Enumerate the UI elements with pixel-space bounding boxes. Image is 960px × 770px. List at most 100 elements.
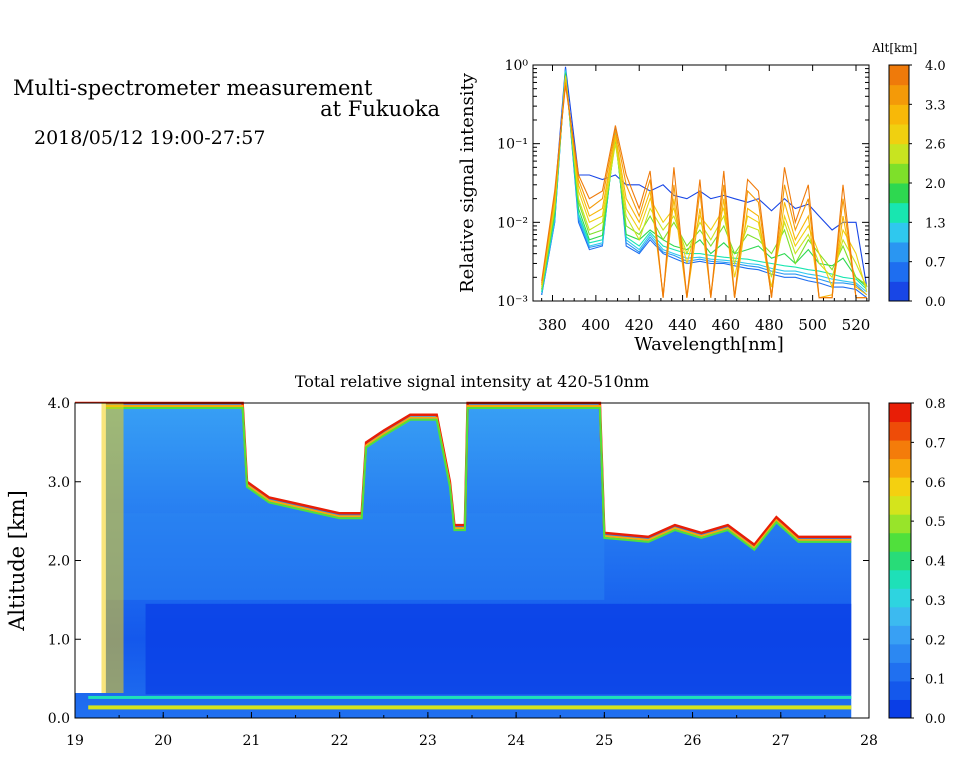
y-tick-label: 10⁻³ [497,294,528,310]
spectrum-series-line [541,73,868,290]
colorbar-tick-label: 2.0 [925,177,946,192]
y-tick-label: 2.0 [48,554,70,570]
heatmap-title: Total relative signal intensity at 420-5… [295,372,649,391]
surface-band-cyan [88,695,852,699]
colorbar-swatch [889,261,909,282]
y-tick-label: 10⁻² [497,215,528,231]
measurement-time-range: 2018/05/12 19:00-27:57 [34,127,266,149]
colorbar-swatch [889,281,909,302]
colorbar-swatch [889,421,911,441]
colorbar-swatch [889,84,909,105]
colorbar-swatch [889,662,911,682]
y-axis-label: Relative signal intensity [457,72,478,293]
colorbar-swatch [889,458,911,478]
spectrum-series-line [541,79,868,299]
spectrum-series-line [541,70,868,293]
spectrum-series-line [541,82,867,299]
colorbar-tick-label: 2.6 [925,138,946,153]
x-tick-label: 28 [860,733,878,749]
colorbar-tick-label: 1.3 [925,216,946,231]
x-tick-label: 24 [507,733,525,749]
x-tick-label: 420 [625,316,654,334]
colorbar-swatch [889,514,911,534]
colorbar-tick-label: 0.5 [925,515,946,530]
low-intensity-region [145,603,852,695]
y-tick-label: 10⁰ [505,58,529,74]
x-tick-label: 380 [538,316,567,334]
surface-band-yellow [88,705,852,710]
spectrum-plot-frame [532,64,870,302]
spectrum-series-line [541,66,868,295]
colorbar-swatch [889,403,911,423]
x-tick-label: 21 [243,733,261,749]
y-tick-label: 10⁻¹ [497,137,528,153]
colorbar-title: Alt[km] [871,41,917,55]
x-tick-label: 19 [66,733,84,749]
colorbar-swatch [889,625,911,645]
y-tick-label: 4.0 [48,396,70,412]
y-tick-label: 3.0 [48,475,70,491]
x-tick-label: 460 [712,316,741,334]
x-tick-label: 27 [772,733,790,749]
cloud-edge-green [75,407,852,552]
altitude-time-heatmap: Total relative signal intensity at 420-5… [5,372,946,749]
colorbar-tick-label: 0.4 [925,555,946,570]
colorbar-swatch [889,202,909,223]
x-tick-label: 440 [668,316,697,334]
colorbar-swatch [889,680,911,700]
spectrum-series-line [541,76,868,288]
x-tick-label: 520 [842,316,871,334]
colorbar-swatch [889,569,911,589]
colorbar-swatch [889,477,911,497]
colorbar-swatch [889,606,911,626]
colorbar-swatch [889,495,911,515]
colorbar-swatch [889,183,909,204]
colorbar-tick-label: 0.6 [925,476,946,491]
colorbar-swatch [889,551,911,571]
colorbar-swatch [889,222,909,243]
colorbar-tick-label: 0.3 [925,594,946,609]
x-axis-label: Wavelength[nm] [634,334,784,355]
colorbar-tick-label: 3.3 [925,98,946,113]
colorbar-swatch [889,104,909,125]
figure-title-line1: Multi-spectrometer measurement [13,76,373,100]
colorbar-tick-label: 0.8 [925,397,946,412]
colorbar-tick-label: 0.1 [925,673,946,688]
colorbar-swatch [889,163,909,184]
spectrum-series-line [541,74,868,290]
y-axis-label: Altitude [km] [5,490,29,632]
colorbar-swatch [889,588,911,608]
spectrum-series-line [541,69,868,296]
colorbar-swatch [889,643,911,663]
spectrum-series-line [541,71,868,293]
spectrum-series-line [541,85,867,299]
x-tick-label: 25 [595,733,613,749]
y-tick-label: 1.0 [48,632,70,648]
colorbar-tick-label: 0.2 [925,633,946,648]
spectrum-series-group [541,66,868,299]
figure-title-line2: at Fukuoka [320,97,440,121]
x-tick-label: 23 [419,733,437,749]
colorbar-tick-label: 0.7 [925,256,946,271]
colorbar-swatch [889,440,911,460]
x-tick-label: 26 [684,733,702,749]
x-tick-label: 400 [582,316,611,334]
early-clear-region [75,403,106,693]
colorbar-tick-label: 4.0 [925,59,946,74]
colorbar-swatch [889,143,909,164]
early-edge-region [101,403,124,693]
colorbar-swatch [889,242,909,263]
heatmap-field [75,403,852,718]
colorbar-tick-label: 0.0 [925,295,946,310]
x-tick-label: 20 [154,733,172,749]
spectrum-series-line [541,68,868,299]
colorbar-swatch [889,699,911,719]
x-tick-label: 480 [755,316,784,334]
spectrum-chart: 380 400 420 440 460 480 500 520 10⁻³ 10⁻² 10⁻¹ 10⁰ W… [457,41,946,355]
mid-intensity-region [101,513,605,600]
colorbar-swatch [889,65,909,86]
colorbar-swatch [889,124,909,145]
x-tick-label: 500 [798,316,827,334]
y-tick-label: 0.0 [48,711,70,727]
